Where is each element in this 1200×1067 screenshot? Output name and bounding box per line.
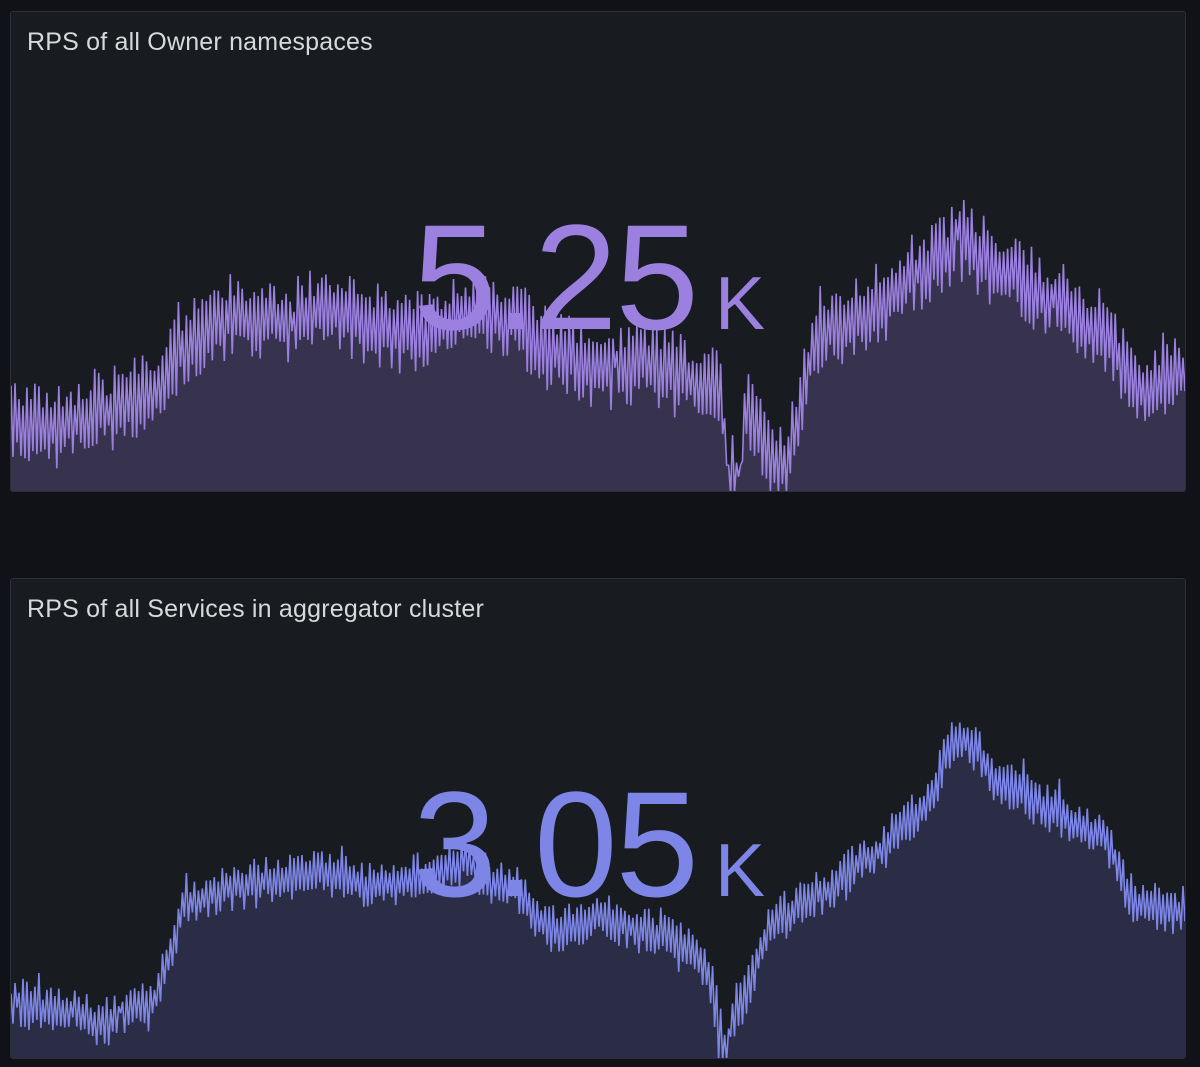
stat-panel-owner-namespaces[interactable]: RPS of all Owner namespaces 5.25 K (10, 11, 1186, 492)
sparkline-area (11, 722, 1185, 1058)
sparkline-line (11, 722, 1185, 1058)
panel-title[interactable]: RPS of all Owner namespaces (27, 28, 373, 56)
panel-title[interactable]: RPS of all Services in aggregator cluste… (27, 595, 485, 623)
stat-panel-aggregator-services[interactable]: RPS of all Services in aggregator cluste… (10, 578, 1186, 1059)
sparkline-line (11, 199, 1185, 491)
sparkline-area (11, 200, 1185, 491)
sparkline-chart (11, 722, 1185, 1058)
sparkline-chart (11, 199, 1185, 491)
